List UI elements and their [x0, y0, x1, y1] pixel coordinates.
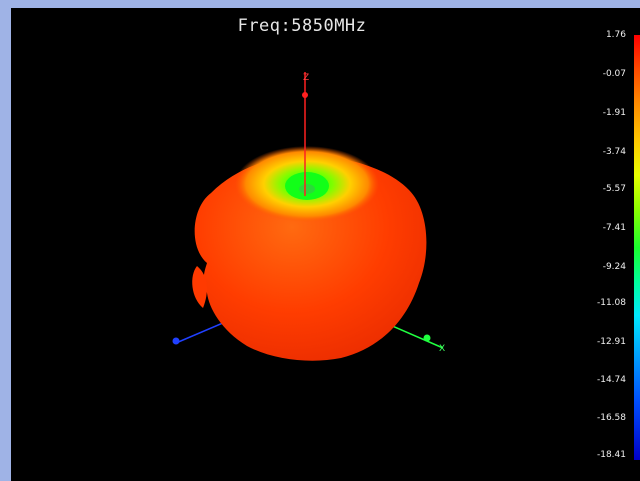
radiation-pattern-scene: Z X [172, 72, 445, 361]
scale-tick: -7.41 [602, 223, 626, 233]
scale-tick: -14.74 [596, 375, 626, 385]
pattern-null-core [299, 184, 315, 194]
y-axis-tip-marker [172, 337, 180, 345]
scale-tick: -9.24 [602, 262, 626, 272]
radiation-pattern-left-lobe [192, 266, 207, 308]
scale-tick: -11.08 [596, 298, 626, 308]
scale-tick: -12.91 [596, 337, 626, 347]
color-scale-bar [634, 35, 640, 460]
scale-tick: -16.58 [596, 413, 626, 423]
x-axis-label: X [439, 344, 445, 354]
scale-tick: -18.41 [596, 450, 626, 460]
z-axis-tip-marker [302, 92, 308, 98]
scale-tick: -0.07 [602, 69, 626, 79]
scale-tick: -3.74 [602, 147, 626, 157]
z-axis-label: Z [303, 73, 309, 83]
scale-tick: -1.91 [602, 108, 626, 118]
scale-tick: 1.76 [605, 30, 626, 40]
scale-tick: -5.57 [602, 184, 626, 194]
x-axis-tip-marker [423, 334, 431, 342]
3d-plot-viewport[interactable]: Freq:5850MHz [11, 8, 640, 481]
frequency-title: Freq:5850MHz [237, 16, 367, 36]
